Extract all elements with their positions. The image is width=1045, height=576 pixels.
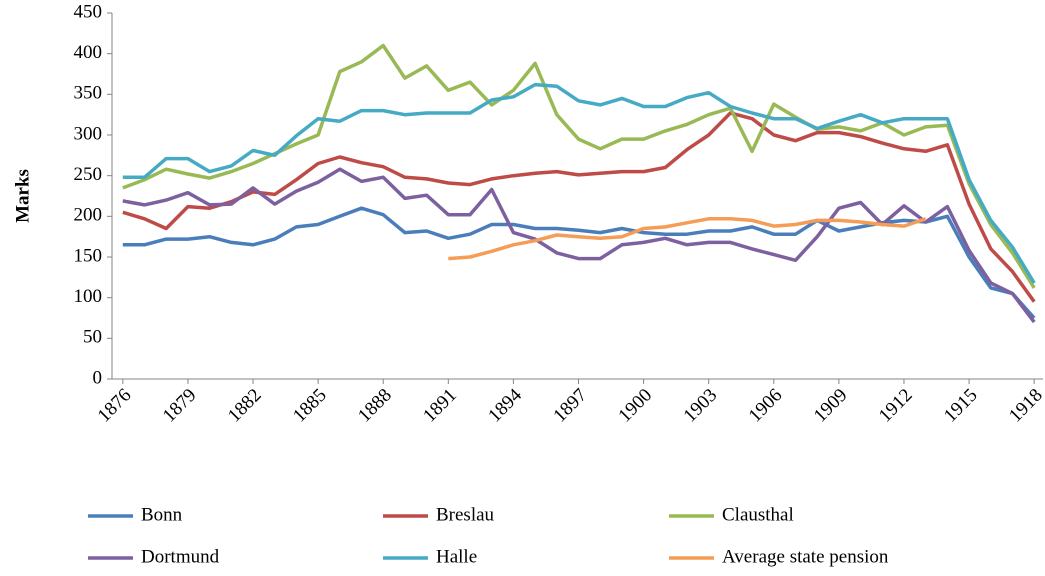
y-tick-label: 100	[74, 286, 103, 307]
series-line	[122, 82, 1036, 284]
x-tick-label: 1882	[224, 385, 266, 427]
legend-label: Bonn	[141, 504, 183, 525]
legend-label: Dortmund	[141, 546, 220, 567]
x-tick-label: 1885	[289, 385, 331, 427]
y-tick-label: 400	[74, 42, 103, 63]
x-tick-label: 1900	[614, 385, 656, 427]
x-tick-label: 1918	[1005, 385, 1045, 427]
legend-label: Halle	[436, 546, 477, 567]
x-tick-label: 1906	[745, 385, 787, 427]
legend-label: Breslau	[436, 504, 495, 525]
y-tick-label: 50	[83, 327, 102, 348]
series-line	[448, 217, 927, 261]
legend-label: Clausthal	[722, 504, 794, 525]
y-tick-label: 0	[93, 367, 103, 388]
x-tick-label: 1891	[419, 385, 461, 427]
legend-label: Average state pension	[722, 546, 889, 567]
x-tick-label: 1888	[354, 385, 396, 427]
y-tick-label: 250	[74, 164, 103, 185]
y-tick-label: 450	[74, 1, 103, 22]
series-line	[122, 167, 1036, 324]
y-tick-label: 300	[74, 123, 103, 144]
x-tick-label: 1894	[484, 384, 526, 426]
x-tick-label: 1912	[875, 385, 917, 427]
x-tick-label: 1879	[159, 385, 201, 427]
x-tick-label: 1903	[680, 385, 722, 427]
series-line	[122, 111, 1036, 303]
y-tick-label: 150	[74, 245, 103, 266]
x-tick-label: 1876	[94, 385, 136, 427]
x-tick-label: 1909	[810, 385, 852, 427]
series-line	[122, 43, 1036, 289]
x-tick-label: 1915	[940, 385, 982, 427]
y-tick-label: 350	[74, 83, 103, 104]
x-tick-label: 1897	[549, 385, 591, 427]
y-tick-label: 200	[74, 205, 103, 226]
y-axis-label: Marks	[12, 169, 33, 223]
